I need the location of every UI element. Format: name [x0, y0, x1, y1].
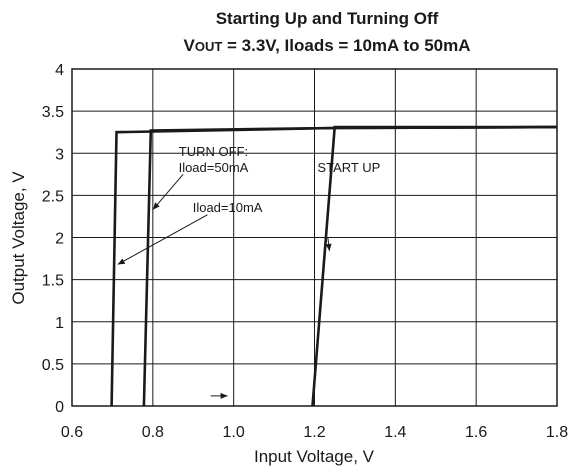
x-axis-label: Input Voltage, V	[254, 447, 375, 466]
y-tick-label: 4	[55, 62, 64, 79]
subtitle-out: OUT	[195, 39, 223, 54]
annotation-label: TURN OFF:	[179, 144, 248, 159]
x-tick-label: 0.8	[142, 424, 164, 441]
y-tick-label: 0.5	[42, 357, 64, 374]
y-tick-label: 2.5	[42, 188, 64, 205]
x-tick-label: 1.0	[223, 424, 245, 441]
arrow-10ma-head	[117, 258, 126, 265]
arrow-50ma-leader	[152, 173, 184, 211]
y-tick-label: 1.5	[42, 273, 64, 290]
y-tick-labels: 0 0.5 1 1.5 2 2.5 3 3.5 4	[42, 62, 64, 416]
x-tick-label: 1.8	[546, 424, 568, 441]
x-tick-labels: 0.6 0.8 1.0 1.2 1.4 1.6 1.8	[61, 424, 568, 441]
arrow-start-up-head	[325, 243, 332, 251]
chart-subtitle: VOUT = 3.3V, Iloads = 10mA to 50mA	[184, 36, 471, 55]
y-tick-label: 0	[55, 399, 64, 416]
series-group	[110, 125, 558, 407]
annotation-label: START UP	[317, 160, 380, 175]
y-tick-label: 3.5	[42, 104, 64, 121]
annotations: TURN OFF:Iload=50mA Iload=10mA START UP	[179, 144, 381, 215]
plot-frame	[71, 68, 558, 407]
chart-title: Starting Up and Turning Off	[216, 9, 439, 28]
arrow-direction-head	[220, 392, 228, 399]
x-tick-label: 1.4	[384, 424, 406, 441]
annotation-label: Iload=50mA	[179, 160, 249, 175]
y-tick-label: 2	[55, 231, 64, 248]
subtitle-v: V	[184, 36, 196, 55]
subtitle-rest: = 3.3V, Iloads = 10mA to 50mA	[222, 36, 470, 55]
x-tick-label: 0.6	[61, 424, 83, 441]
annotation-label: Iload=10mA	[193, 200, 263, 215]
arrow-50ma-head	[152, 202, 160, 210]
x-tick-label: 1.2	[303, 424, 325, 441]
y-tick-label: 3	[55, 146, 64, 163]
x-tick-label: 1.6	[465, 424, 487, 441]
arrow-10ma-leader	[117, 214, 208, 265]
y-axis-label: Output Voltage, V	[9, 171, 28, 305]
y-tick-label: 1	[55, 315, 64, 332]
annotation-arrows	[117, 173, 332, 399]
grid	[72, 69, 557, 406]
series-line-3	[311, 125, 557, 407]
